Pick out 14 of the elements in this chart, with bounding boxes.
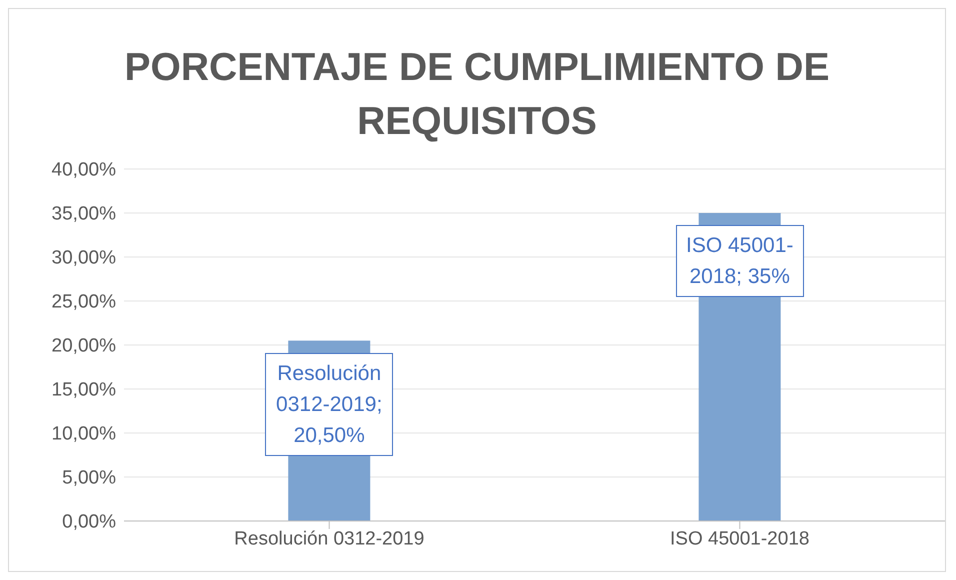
x-tick-label: Resolución 0312-2019 bbox=[234, 528, 424, 550]
y-tick-label: 25,00% bbox=[52, 292, 116, 313]
data-label: ISO 45001-2018; 35% bbox=[676, 225, 804, 297]
y-tick-label: 10,00% bbox=[52, 424, 116, 445]
y-tick-label: 15,00% bbox=[52, 380, 116, 401]
y-tick-label: 5,00% bbox=[62, 468, 116, 489]
y-tick-label: 30,00% bbox=[52, 248, 116, 269]
x-tick-label: ISO 45001-2018 bbox=[670, 528, 810, 550]
y-tick-label: 40,00% bbox=[52, 160, 116, 181]
y-tick-label: 35,00% bbox=[52, 204, 116, 225]
chart-title: PORCENTAJE DE CUMPLIMIENTO DE REQUISITOS bbox=[124, 45, 830, 145]
y-tick-label: 20,00% bbox=[52, 336, 116, 357]
y-tick-label: 0,00% bbox=[62, 512, 116, 533]
data-label: Resolución 0312-2019; 20,50% bbox=[265, 352, 394, 456]
